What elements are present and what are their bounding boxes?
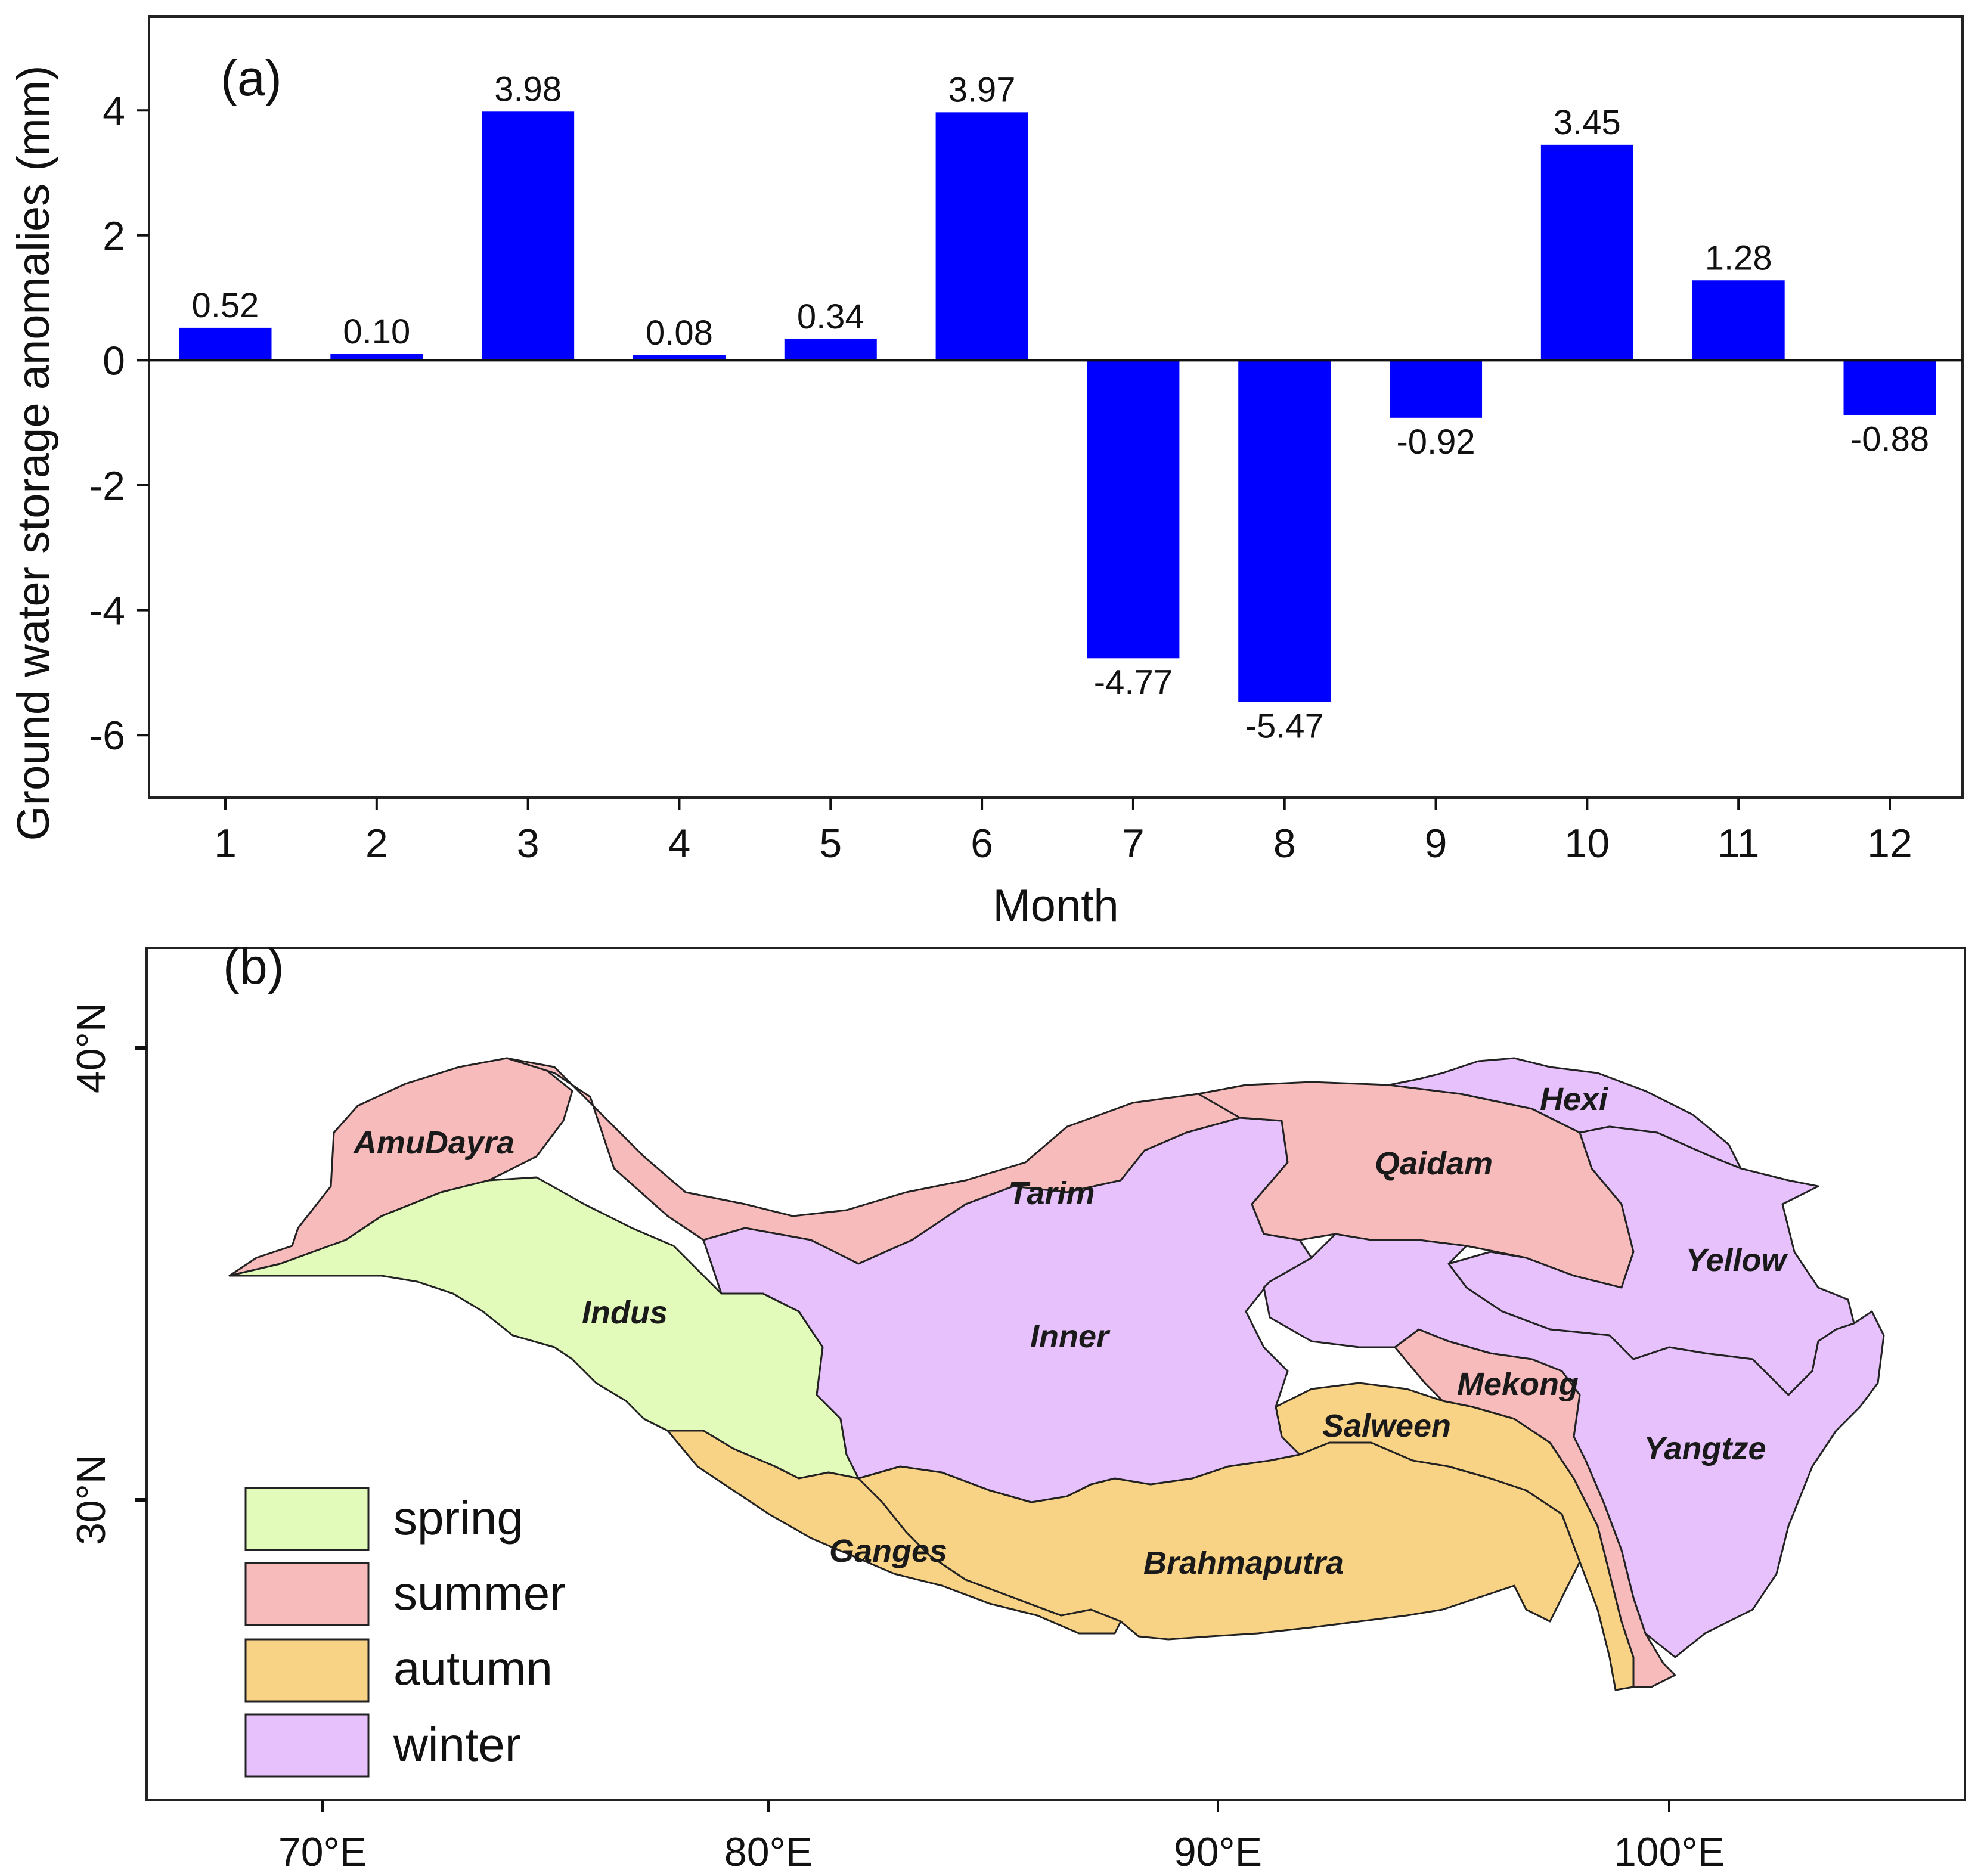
legend-label-summer: summer (393, 1567, 566, 1620)
bar-value-label-3: 3.98 (494, 70, 562, 108)
bar-value-label-2: 0.10 (343, 312, 410, 351)
x-tick-label-10: 10 (1565, 821, 1610, 866)
bar-value-label-7: -4.77 (1094, 663, 1173, 702)
bar-month-4 (633, 355, 726, 361)
map-y-axis: 40°N 30°N (69, 1003, 147, 1545)
y-tick-label--2: -2 (89, 463, 125, 508)
bar-month-8 (1238, 360, 1331, 702)
basin-label-yangtze: Yangtze (1644, 1431, 1766, 1466)
bar-value-label-6: 3.97 (948, 70, 1016, 109)
bar-value-label-11: 1.28 (1705, 238, 1772, 277)
legend-swatch-winter (244, 1713, 370, 1778)
map-x-tick-label-70: 70°E (278, 1830, 367, 1875)
basin-label-inner: Inner (1030, 1319, 1111, 1354)
panel-label-b: (b) (223, 938, 284, 994)
legend-item-summer: summer (244, 1562, 566, 1626)
x-tick-label-12: 12 (1867, 821, 1912, 866)
legend-label-winter: winter (393, 1718, 520, 1771)
bar-month-9 (1390, 360, 1483, 418)
bar-month-6 (935, 112, 1028, 361)
legend-label-spring: spring (393, 1492, 523, 1545)
basin-label-salween: Salween (1322, 1408, 1451, 1444)
panel-a-bar-chart: (a) 0.52 0.10 3.98 0.08 0.34 3.97 -4.77 -5.47 -0… (8, 15, 1964, 931)
bar-value-label-9: -0.92 (1396, 423, 1475, 461)
legend-item-winter: winter (244, 1713, 520, 1778)
x-tick-label-6: 6 (971, 821, 993, 866)
panel-label-a: (a) (221, 50, 282, 106)
y-tick-label--4: -4 (89, 588, 125, 634)
bars (179, 111, 1936, 702)
bar-value-labels: 0.52 0.10 3.98 0.08 0.34 3.97 -4.77 -5.47 -0.92 3… (192, 70, 1930, 745)
bar-value-label-1: 0.52 (192, 286, 259, 325)
x-tick-label-2: 2 (365, 821, 388, 866)
map-legend: spring summer autumn winter (244, 1487, 566, 1778)
y-axis-label: Ground water storage anomalies (mm) (8, 66, 59, 841)
y-axis-a: 4 2 0 -2 -4 -6 (89, 88, 149, 758)
bar-month-5 (784, 339, 877, 361)
x-tick-label-7: 7 (1122, 821, 1145, 866)
y-tick-label-2: 2 (103, 213, 125, 259)
basin-label-mekong: Mekong (1457, 1366, 1579, 1402)
bar-month-2 (330, 354, 423, 361)
x-tick-label-1: 1 (214, 821, 237, 866)
legend-swatch-summer (244, 1562, 370, 1626)
bar-value-label-4: 0.08 (646, 314, 713, 352)
x-tick-label-5: 5 (819, 821, 842, 866)
legend-swatch-spring (244, 1487, 370, 1551)
bar-month-1 (179, 327, 272, 361)
x-axis-a: 1 2 3 4 5 6 7 8 9 10 11 12 (214, 798, 1912, 866)
legend-label-autumn: autumn (393, 1642, 553, 1695)
basin-label-hexi: Hexi (1540, 1081, 1608, 1117)
bar-value-label-5: 0.34 (797, 297, 864, 336)
bar-month-7 (1087, 360, 1180, 659)
bar-month-10 (1540, 144, 1633, 361)
x-tick-label-8: 8 (1273, 821, 1296, 866)
y-tick-label-0: 0 (103, 338, 125, 383)
basin-label-amudayra: AmuDayra (352, 1125, 514, 1161)
bar-value-label-8: -5.47 (1245, 707, 1324, 746)
basin-inner (702, 1117, 1313, 1503)
x-tick-label-11: 11 (1717, 821, 1760, 866)
legend-item-autumn: autumn (244, 1638, 553, 1703)
x-tick-label-9: 9 (1425, 821, 1447, 866)
bar-month-3 (482, 111, 575, 361)
map-x-tick-label-100: 100°E (1614, 1830, 1725, 1875)
map-x-axis: 70°E 80°E 90°E 100°E (278, 1800, 1725, 1875)
basin-yangtze (1263, 1233, 1885, 1658)
map-y-tick-label-30: 30°N (69, 1455, 114, 1545)
y-tick-label--6: -6 (89, 713, 125, 758)
legend-swatch-autumn (244, 1638, 370, 1703)
bar-value-label-10: 3.45 (1554, 103, 1621, 142)
y-tick-label-4: 4 (103, 88, 125, 134)
basin-label-yellow: Yellow (1685, 1242, 1788, 1278)
panel-b-basin-map: (b) AmuDayra Tarim Qaidam Hexi Indus Inn… (69, 938, 1966, 1875)
x-tick-label-3: 3 (517, 821, 540, 866)
map-x-tick-label-80: 80°E (724, 1830, 813, 1875)
map-y-tick-label-40: 40°N (69, 1003, 114, 1093)
x-tick-label-4: 4 (668, 821, 691, 866)
basin-label-ganges: Ganges (829, 1533, 947, 1569)
basin-label-brahmaputra: Brahmaputra (1143, 1545, 1344, 1581)
basin-label-indus: Indus (582, 1295, 668, 1331)
bar-value-label-12: -0.88 (1850, 420, 1929, 459)
basin-label-qaidam: Qaidam (1375, 1146, 1493, 1182)
bar-month-11 (1692, 280, 1785, 361)
legend-item-spring: spring (244, 1487, 523, 1551)
basin-label-tarim: Tarim (1008, 1176, 1095, 1211)
x-axis-label: Month (993, 880, 1118, 931)
map-x-tick-label-90: 90°E (1174, 1830, 1262, 1875)
bar-month-12 (1843, 360, 1936, 415)
plot-frame-a (148, 15, 1964, 799)
